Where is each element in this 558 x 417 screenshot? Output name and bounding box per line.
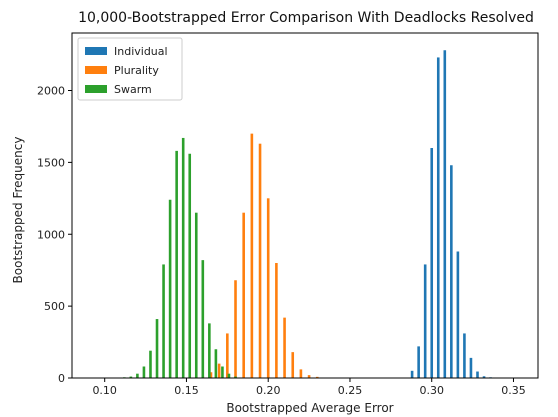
x-tick-label: 0.30: [419, 384, 444, 397]
bar-individual-10: [476, 371, 479, 378]
bar-plurality-10: [283, 317, 286, 379]
legend-swatch-individual: [85, 47, 107, 55]
x-tick-label: 0.15: [174, 384, 199, 397]
legend: Individual Plurality Swarm: [77, 37, 183, 101]
ticks-layer: 0.10 0.15 0.20 0.25 0.30 0.35 0 500 1000 1500 2000: [37, 85, 526, 398]
bar-swarm-14: [214, 349, 218, 378]
bar-swarm-8: [175, 150, 178, 379]
bar-swarm-16: [227, 373, 231, 378]
bar-swarm-11: [194, 212, 198, 378]
y-tick-label: 1500: [37, 156, 65, 169]
legend-label-individual: Individual: [114, 45, 168, 58]
bar-plurality-1: [209, 372, 213, 378]
bar-individual-2: [423, 264, 427, 378]
bar-individual-8: [463, 333, 466, 378]
chart-title: 10,000-Bootstrapped Error Comparison Wit…: [78, 10, 534, 26]
bar-plurality-11: [291, 352, 295, 379]
bar-swarm-17: [234, 376, 237, 378]
y-tick-label: 1000: [37, 228, 65, 241]
bar-plurality-12: [299, 369, 303, 379]
bar-individual-4: [436, 57, 440, 378]
y-tick-label: 2000: [37, 85, 65, 98]
bar-plurality-8: [266, 198, 270, 378]
bar-individual-3: [430, 148, 434, 378]
y-axis-label: Bootstrapped Frequency: [11, 137, 25, 284]
bar-plurality-14: [315, 376, 319, 378]
bar-plurality-2: [217, 363, 221, 379]
bar-individual-7: [456, 251, 460, 378]
bar-swarm-3: [142, 366, 146, 378]
x-tick-label: 0.35: [501, 384, 526, 397]
plot-frame: [71, 32, 539, 379]
legend-label-swarm: Swarm: [114, 83, 152, 96]
bar-swarm-7: [168, 199, 172, 378]
bar-individual-1: [417, 346, 420, 379]
bar-swarm-10: [188, 153, 192, 378]
x-tick-label: 0.20: [256, 384, 281, 397]
bar-plurality-7: [258, 143, 262, 378]
y-tick-label: 0: [58, 372, 65, 385]
bar-swarm-15: [221, 366, 224, 378]
legend-swatch-swarm: [85, 85, 107, 93]
bar-plurality-5: [242, 212, 245, 378]
bar-individual-6: [450, 165, 453, 378]
y-tick-label: 500: [44, 300, 65, 313]
bar-individual-5: [443, 50, 447, 378]
bar-swarm-2: [136, 373, 139, 378]
bar-plurality-4: [234, 280, 237, 378]
bar-individual-0: [410, 370, 414, 378]
bar-individual-11: [482, 376, 486, 378]
bar-swarm-9: [181, 137, 185, 378]
bar-plurality-9: [275, 263, 278, 378]
bar-plurality-3: [226, 333, 229, 378]
legend-label-plurality: Plurality: [114, 64, 159, 77]
x-tick-label: 0.10: [92, 384, 117, 397]
bar-swarm-13: [208, 323, 211, 379]
bar-swarm-12: [201, 260, 205, 379]
bar-swarm-5: [155, 319, 159, 378]
x-axis-label: Bootstrapped Average Error: [226, 401, 393, 415]
legend-swatch-plurality: [85, 66, 107, 74]
bars-layer: [123, 50, 505, 379]
x-tick-label: 0.25: [338, 384, 363, 397]
bar-swarm-4: [149, 350, 152, 378]
bar-swarm-6: [162, 264, 165, 378]
bar-individual-9: [469, 357, 473, 379]
bar-swarm-1: [129, 376, 133, 378]
bar-plurality-6: [250, 133, 254, 379]
bar-plurality-13: [307, 375, 311, 379]
